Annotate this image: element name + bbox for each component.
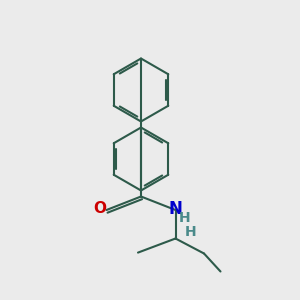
Text: H: H — [179, 212, 190, 225]
Text: H: H — [185, 226, 196, 239]
Text: N: N — [169, 200, 182, 217]
Text: O: O — [93, 201, 106, 216]
